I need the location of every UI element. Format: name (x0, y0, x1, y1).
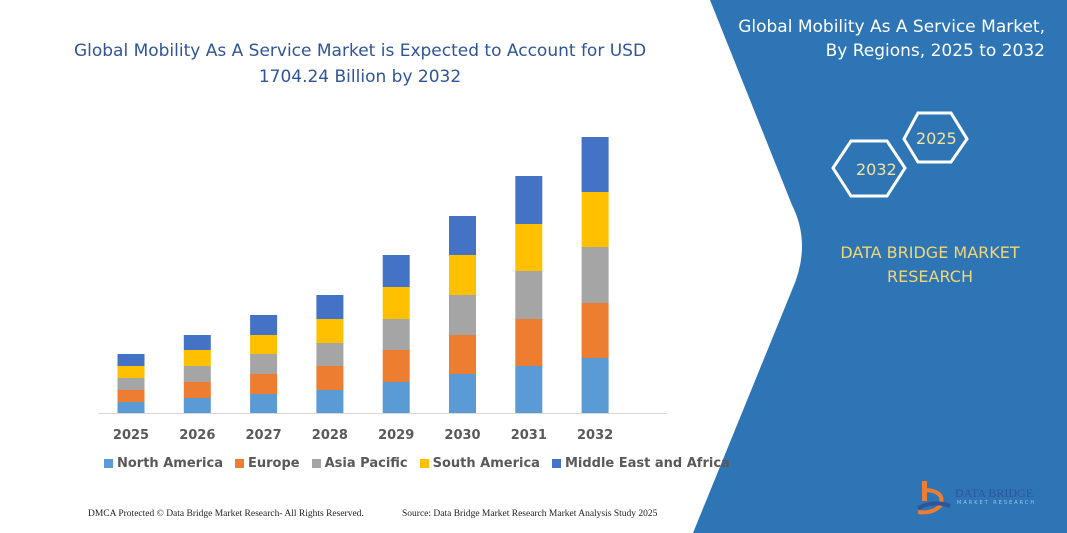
bar-2030-europe (449, 335, 476, 374)
bar-2029-north-america (382, 382, 410, 413)
bar-2025-europe (117, 390, 145, 402)
bar-2032-middle-east-and-africa (581, 137, 609, 192)
chart-title: Global Mobility As A Service Market is E… (73, 41, 647, 87)
copyright-text: DMCA Protected © Data Bridge Market Rese… (88, 509, 364, 519)
x-tick-label: 2028 (312, 428, 348, 443)
bar-2028-south-america (316, 319, 344, 343)
x-tick-label: 2025 (113, 428, 149, 443)
hex-2025 (902, 111, 969, 164)
legend-label: Europe (248, 456, 300, 471)
bar-2027-middle-east-and-africa (250, 315, 278, 335)
bar-2029-middle-east-and-africa (382, 255, 410, 287)
legend-item: Middle East and Africa (551, 456, 730, 471)
x-tick-label: 2026 (179, 428, 215, 443)
chart-plot: 2025 2026 2027 2028 2029 2030 2031 2032 (98, 137, 667, 443)
legend-swatch (311, 459, 321, 468)
legend-item: South America (419, 456, 540, 471)
brand-text: DATA BRIDGE MARKET RESEARCH (840, 243, 1020, 286)
bar-2028-middle-east-and-africa (316, 295, 344, 319)
bar-2030-asia-pacific (449, 295, 476, 335)
bar-2031-south-america (515, 224, 543, 271)
legend-label: North America (117, 456, 223, 471)
side-panel-title: Global Mobility As A Service Market, By … (738, 17, 1045, 61)
bar-2025-asia-pacific (117, 378, 145, 390)
bar-2027-north-america (250, 394, 278, 413)
bar-2025-middle-east-and-africa (117, 354, 145, 366)
bar-2026-asia-pacific (183, 366, 211, 382)
bar-2029-europe (382, 350, 410, 382)
bar-2029-south-america (382, 287, 410, 319)
bar-2026-middle-east-and-africa (183, 335, 211, 350)
x-tick-label: 2032 (577, 428, 613, 443)
legend-swatch (419, 459, 429, 468)
bar-2027-europe (250, 374, 278, 394)
bar-2030-south-america (449, 255, 476, 295)
bar-2027-asia-pacific (250, 354, 278, 374)
hex-2032 (831, 139, 907, 198)
bar-2031-north-america (515, 366, 543, 413)
side-panel-shape (693, 0, 1067, 533)
bar-2032-south-america (581, 192, 609, 247)
legend-item: Europe (235, 456, 300, 471)
legend-swatch (551, 459, 561, 468)
bar-2032-asia-pacific (581, 247, 609, 303)
bar-2027-south-america (250, 335, 278, 354)
bar-2026-europe (183, 382, 211, 398)
legend-item: Asia Pacific (311, 456, 408, 471)
logo-sub: MARKET RESEARCH (957, 500, 1037, 506)
bar-2026-north-america (183, 398, 211, 413)
bar-2030-middle-east-and-africa (449, 216, 476, 255)
bar-2026-south-america (183, 350, 211, 366)
bar-2025-south-america (117, 366, 145, 378)
hex-start-label: 2025 (916, 129, 957, 148)
x-tick-label: 2031 (511, 428, 547, 443)
x-tick-label: 2030 (444, 428, 480, 443)
legend-swatch (235, 459, 244, 468)
bar-2032-north-america (581, 358, 609, 413)
legend-item: North America (104, 456, 223, 471)
legend-swatch (104, 459, 113, 468)
bar-2031-asia-pacific (515, 271, 543, 319)
bar-2032-europe (581, 303, 609, 358)
bar-2030-north-america (449, 374, 476, 413)
x-tick-label: 2027 (246, 428, 282, 443)
source-text: Source: Data Bridge Market Research Mark… (402, 509, 658, 519)
legend-label: Asia Pacific (324, 456, 408, 471)
legend: North America Europe Asia Pacific South Ame… (104, 456, 730, 471)
x-tick-label: 2029 (378, 428, 414, 443)
bar-2028-europe (316, 366, 344, 390)
hex-end-label: 2032 (856, 160, 897, 179)
bar-2029-asia-pacific (382, 319, 410, 350)
legend-label: South America (432, 456, 540, 471)
bar-2028-asia-pacific (316, 343, 344, 366)
logo-icon (917, 481, 951, 515)
legend-label: Middle East and Africa (564, 456, 730, 471)
bar-2025-north-america (117, 402, 145, 413)
bar-2031-middle-east-and-africa (515, 176, 543, 224)
logo-name: DATA BRIDGE (955, 486, 1034, 500)
bar-2031-europe (515, 319, 543, 366)
bar-2028-north-america (316, 390, 344, 413)
